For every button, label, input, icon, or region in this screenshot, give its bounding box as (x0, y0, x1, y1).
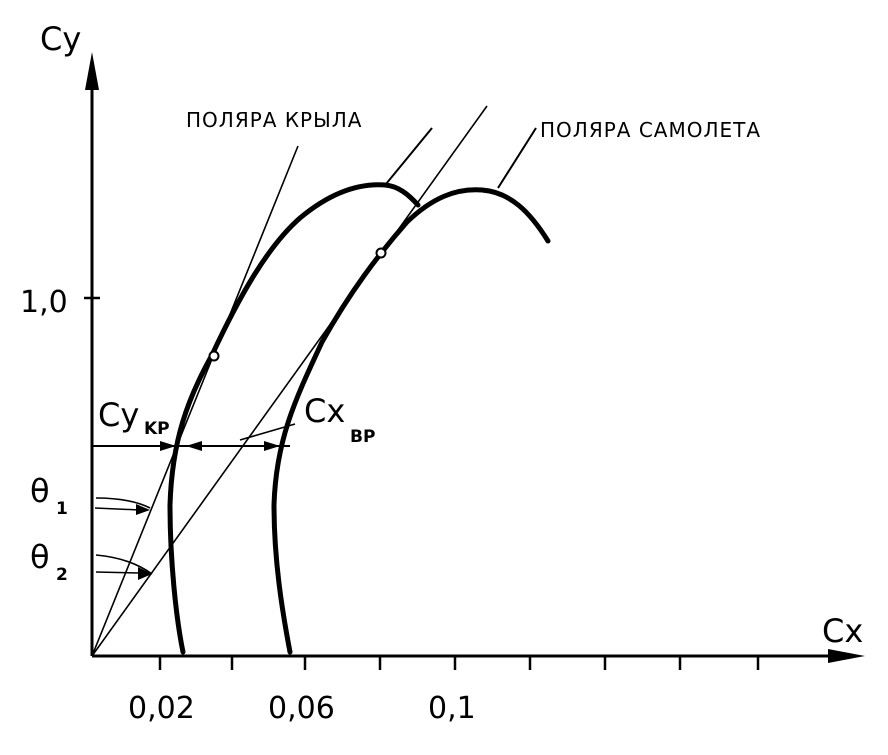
theta1-label: θ (30, 472, 50, 510)
theta2-subscript: 2 (56, 565, 68, 585)
theta2-arrow (138, 567, 152, 580)
aircraft-tangent-point (375, 247, 387, 259)
cx-vr-leader (239, 423, 296, 441)
cy-kr-subscript: KP (144, 419, 170, 439)
theta2-arc (95, 554, 153, 575)
theta1-leader (94, 507, 141, 511)
theta1-subscript: 1 (56, 499, 68, 519)
y-axis-label: Cy (40, 20, 81, 58)
cy-kr-arrow-right (186, 441, 202, 451)
x-ticks (158, 656, 760, 670)
tangent-line-aircraft (91, 105, 488, 657)
theta2-leader (95, 571, 141, 574)
cx-vr-label: Cx (304, 392, 345, 430)
y-tick-label: 1,0 (20, 285, 68, 320)
wing-caption-leader (385, 127, 433, 185)
theta1-arc (95, 497, 151, 509)
aircraft-polar-caption: ПОЛЯРА САМОЛЕТА (540, 118, 761, 142)
y-axis-arrow (85, 52, 99, 90)
cy-kr-arrow-left (160, 441, 176, 451)
theta2-label: θ (30, 538, 50, 576)
x-tick-label-006: 0,06 (268, 691, 335, 726)
x-axis-label: Cx (822, 612, 863, 650)
wing-polar-curve (167, 182, 421, 655)
wing-polar-caption: ПОЛЯРА КРЫЛА (186, 108, 362, 132)
x-axis-arrow (828, 649, 865, 663)
aircraft-polar-curve (271, 187, 551, 655)
cx-vr-arrow-right (264, 441, 280, 451)
x-tick-label-002: 0,02 (128, 691, 195, 726)
aircraft-caption-leader (497, 127, 537, 189)
wing-tangent-point (208, 350, 220, 362)
cy-kr-label: Cy (98, 396, 139, 434)
cx-vr-subscript: BP (350, 427, 375, 447)
x-tick-label-01: 0,1 (428, 691, 476, 726)
theta1-arrow (136, 504, 150, 515)
tangent-line-wing (91, 145, 299, 657)
